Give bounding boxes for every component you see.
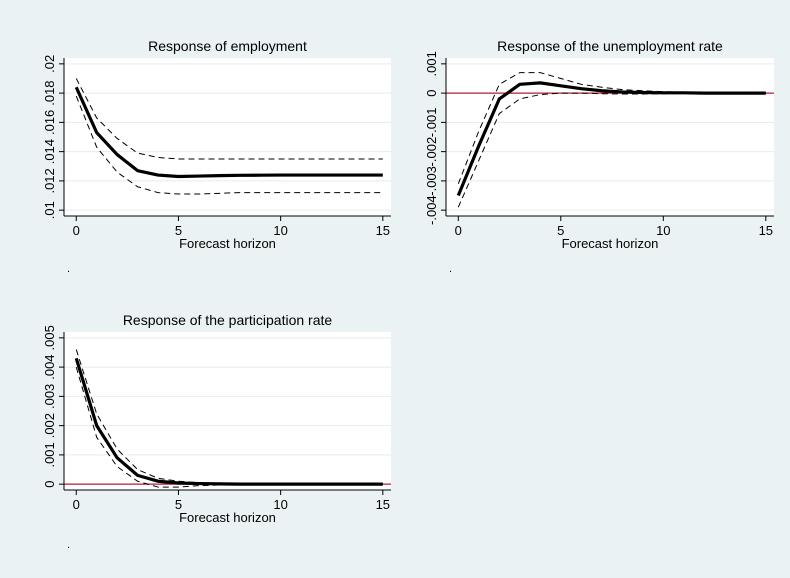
charts-group: Response of employment.01.012.014.016.01… [42, 38, 774, 551]
y-tick-label: -.001 [424, 108, 439, 138]
x-tick-label: 10 [656, 223, 670, 238]
chart-panel-2: Response of the unemployment rate-.004-.… [424, 38, 774, 275]
chart-panel-1: Response of employment.01.012.014.016.01… [42, 38, 391, 275]
y-tick-label: -.004 [424, 195, 439, 225]
chart-title: Response of the unemployment rate [497, 38, 723, 54]
series-line-upper [75, 78, 383, 160]
plot-area [446, 58, 774, 216]
y-tick-label: .02 [42, 55, 57, 73]
plot-area [64, 58, 391, 216]
x-tick-label: 5 [175, 497, 182, 512]
y-tick-label: .014 [42, 139, 57, 164]
series-line-lower [457, 92, 766, 208]
series-line-upper [457, 72, 766, 184]
y-tick-label: .001 [42, 442, 57, 467]
y-tick-label: .003 [42, 384, 57, 409]
x-tick-label: 15 [376, 223, 390, 238]
y-tick-label: 0 [424, 89, 439, 96]
x-tick-label: 15 [759, 223, 773, 238]
footnote: . [67, 263, 70, 275]
series-line-upper [75, 349, 383, 485]
y-tick-label: .005 [42, 325, 57, 350]
footnote: . [67, 539, 70, 551]
x-tick-label: 0 [455, 223, 462, 238]
y-tick-label: .018 [42, 80, 57, 105]
x-tick-label: 10 [273, 223, 287, 238]
y-tick-label: .001 [424, 51, 439, 76]
x-tick-label: 15 [376, 497, 390, 512]
x-tick-label: 0 [73, 497, 80, 512]
y-tick-label: .01 [42, 201, 57, 219]
x-axis-title: Forecast horizon [179, 236, 276, 251]
footnote: . [449, 263, 452, 275]
y-tick-label: .016 [42, 110, 57, 135]
chart-title: Response of employment [148, 38, 307, 54]
chart-title: Response of the participation rate [123, 312, 333, 328]
y-tick-label: 0 [42, 481, 57, 488]
series-line-lower [75, 366, 383, 488]
y-tick-label: -.002 [424, 137, 439, 167]
x-tick-label: 0 [73, 223, 80, 238]
y-tick-label: .012 [42, 168, 57, 193]
plot-area [64, 332, 391, 490]
chart-panel-3: Response of the participation rate 0 .001.… [42, 312, 391, 551]
x-tick-label: 10 [273, 497, 287, 512]
y-tick-label: -.003 [424, 166, 439, 196]
series-line-lower [75, 95, 383, 195]
x-axis-title: Forecast horizon [179, 510, 276, 525]
y-tick-label: .004 [42, 354, 57, 379]
x-tick-label: 5 [557, 223, 564, 238]
y-tick-label: .002 [42, 413, 57, 438]
series-line-estimate [74, 86, 383, 179]
x-axis-title: Forecast horizon [562, 236, 659, 251]
x-tick-label: 5 [175, 223, 182, 238]
